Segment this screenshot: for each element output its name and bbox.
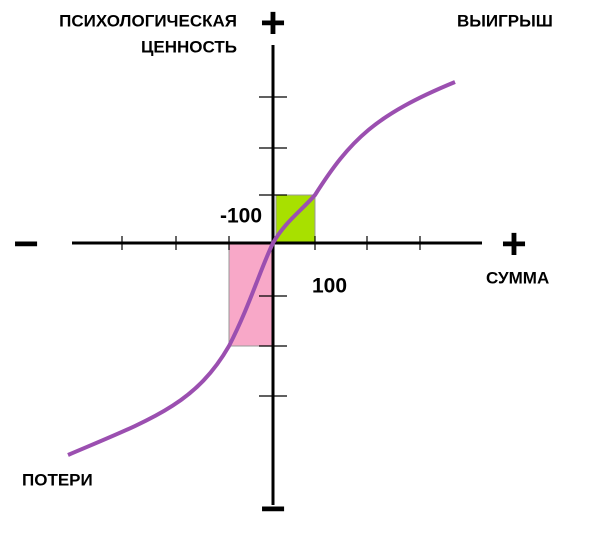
y-plus: + — [260, 0, 286, 48]
x-minus: − — [13, 220, 39, 269]
losses-label: ПОТЕРИ — [22, 470, 93, 489]
x-axis-label: СУММА — [486, 268, 549, 287]
x-plus: + — [501, 220, 527, 269]
value-curve — [67, 80, 456, 457]
marker-negative: -100 — [220, 205, 262, 228]
y-minus: − — [260, 485, 286, 534]
ticks — [121, 96, 421, 397]
y-axis-label: ЦЕННОСТЬ — [141, 37, 237, 56]
gains-label: ВЫИГРЫШ — [457, 11, 553, 30]
y-axis-label: ПСИХОЛОГИЧЕСКАЯ — [59, 11, 237, 30]
marker-positive: 100 — [312, 275, 347, 298]
